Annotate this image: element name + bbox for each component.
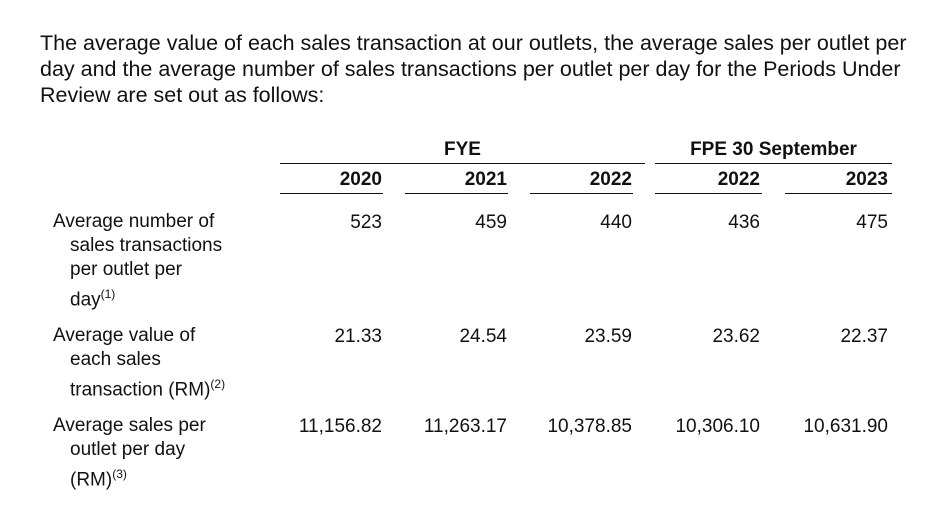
footnote-ref-2: (2)	[210, 377, 226, 391]
year-rule-2022-fye	[530, 193, 633, 194]
year-header-2020: 2020	[339, 169, 382, 190]
table-cell: 10,306.10	[675, 416, 760, 437]
year-rule-2021	[405, 193, 508, 194]
row-label-avg-value: Average value of each sales transaction …	[53, 325, 226, 401]
footnote-ref-1: (1)	[100, 287, 116, 301]
table-cell: 10,631.90	[803, 416, 888, 437]
table-cell: 22.37	[840, 326, 888, 347]
table-cell: 11,156.82	[298, 416, 382, 437]
table-cell: 523	[350, 212, 382, 233]
table-cell: 440	[600, 212, 632, 233]
table-cell: 475	[856, 212, 888, 233]
fye-header-rule	[280, 163, 645, 164]
table-cell: 23.59	[584, 326, 632, 347]
table-cell: 459	[475, 212, 507, 233]
table-cell: 11,263.17	[423, 416, 507, 437]
fpe-header-rule	[655, 163, 892, 164]
year-header-2022-fpe: 2022	[717, 169, 760, 190]
year-rule-2020	[280, 193, 383, 194]
intro-paragraph: The average value of each sales transact…	[40, 31, 907, 107]
row-label-avg-sales: Average sales per outlet per day (RM)(3)	[53, 415, 206, 491]
table-cell: 10,378.85	[547, 416, 632, 437]
year-header-2023: 2023	[845, 169, 888, 190]
year-rule-2022-fpe	[655, 193, 762, 194]
row-label-avg-transactions: Average number of sales transactions per…	[53, 211, 223, 311]
table-cell: 23.62	[712, 326, 760, 347]
header-fye: FYE	[444, 139, 481, 160]
table-cell: 24.54	[459, 326, 507, 347]
year-header-2022-fye: 2022	[589, 169, 632, 190]
year-header-2021: 2021	[464, 169, 507, 190]
table-cell: 21.33	[334, 326, 382, 347]
year-rule-2023	[785, 193, 892, 194]
table-cell: 436	[728, 212, 760, 233]
footnote-ref-3: (3)	[112, 467, 127, 481]
header-fpe: FPE 30 September	[690, 139, 857, 160]
